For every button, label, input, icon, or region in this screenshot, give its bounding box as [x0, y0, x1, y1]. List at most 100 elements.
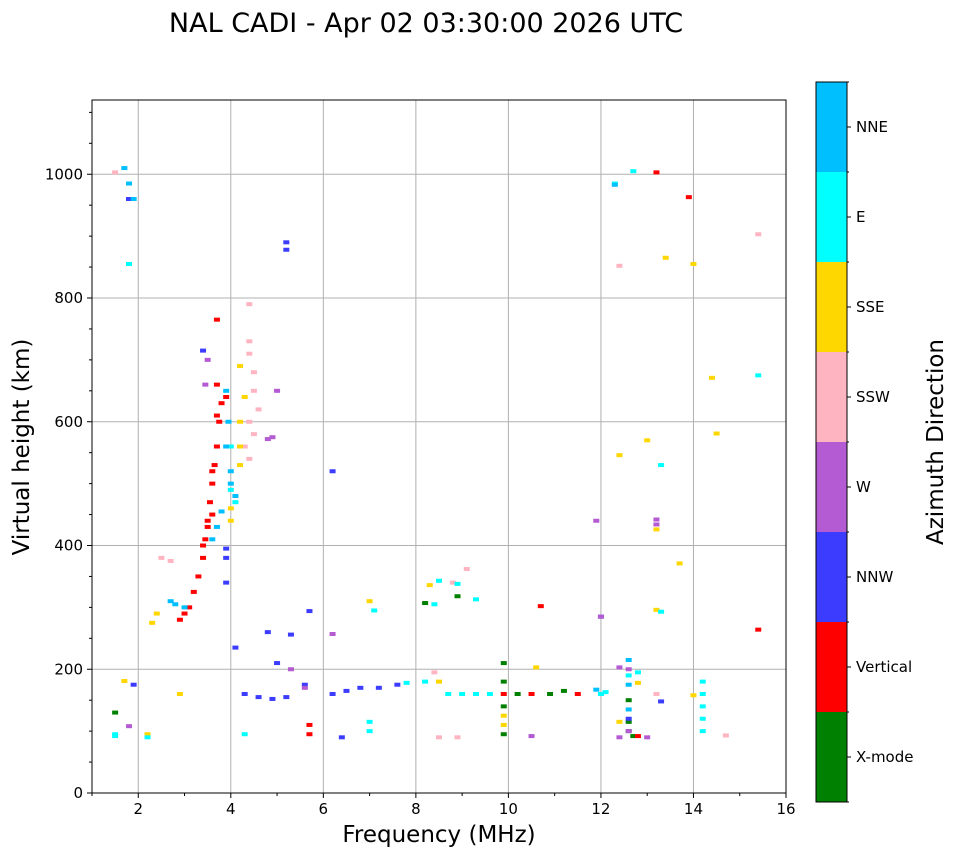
data-point-vertical — [190, 589, 197, 594]
data-point-sse — [662, 255, 669, 260]
data-point-vertical — [213, 444, 220, 449]
data-point-nnw — [658, 699, 665, 704]
data-point-nnw — [255, 695, 262, 700]
data-point-sse — [690, 261, 697, 266]
data-point-e — [366, 729, 373, 734]
data-point-nne — [227, 481, 234, 486]
data-point-w — [301, 685, 308, 690]
data-point-w — [644, 735, 651, 740]
y-axis-ticks: 0 200 400 600 800 1000 — [45, 111, 92, 802]
data-point-w — [329, 631, 336, 636]
colorbar-tick-label: SSE — [856, 298, 885, 316]
x-tick-label: 16 — [776, 800, 795, 818]
plot-frame — [92, 100, 786, 793]
data-point-w — [269, 435, 276, 440]
data-point-nnw — [625, 716, 632, 721]
data-point-vertical — [195, 574, 202, 579]
data-point-w — [625, 729, 632, 734]
data-point-e — [454, 581, 461, 586]
data-point-x-mode — [454, 594, 461, 599]
data-point-e — [755, 373, 762, 378]
data-point-vertical — [176, 617, 183, 622]
data-point-w — [202, 382, 209, 387]
data-point-sse — [653, 527, 660, 532]
data-point-sse — [149, 620, 156, 625]
data-point-nne — [181, 605, 188, 610]
data-point-vertical — [204, 524, 211, 529]
data-point-ssw — [246, 302, 253, 307]
data-point-nnw — [126, 197, 133, 201]
data-point-w — [653, 522, 660, 527]
data-point-sse — [690, 693, 697, 698]
data-point-vertical — [755, 627, 762, 632]
data-point-nnw — [223, 580, 230, 585]
data-point-nnw — [232, 645, 239, 650]
data-point-ssw — [616, 263, 623, 268]
colorbar-swatch — [816, 532, 847, 622]
data-point-sse — [500, 713, 507, 718]
colorbar-swatch — [816, 172, 847, 262]
data-point-nne — [223, 444, 230, 449]
data-point-nne — [172, 602, 179, 607]
data-point-vertical — [186, 605, 193, 610]
data-point-w — [126, 724, 133, 729]
data-point-sse — [533, 665, 540, 670]
data-point-nnw — [283, 247, 290, 252]
data-point-sse — [153, 611, 160, 616]
data-point-sse — [676, 561, 683, 566]
data-point-nne — [232, 494, 239, 498]
data-point-w — [653, 517, 660, 522]
colorbar-tick-label: W — [856, 478, 871, 496]
data-point-vertical — [202, 537, 209, 542]
data-point-sse — [500, 722, 507, 727]
data-point-vertical — [223, 395, 230, 399]
data-point-ssw — [158, 555, 165, 560]
data-point-sse — [616, 719, 623, 724]
data-point-ssw — [246, 339, 253, 344]
colorbar-swatch — [816, 262, 847, 352]
data-point-sse — [708, 375, 715, 380]
data-point-ssw — [431, 670, 438, 675]
data-point-sse — [644, 438, 651, 443]
data-point-e — [112, 734, 119, 739]
data-point-nnw — [264, 630, 271, 635]
data-point-e — [699, 716, 706, 721]
data-point-w — [264, 437, 271, 442]
data-point-vertical — [211, 463, 218, 468]
data-point-w — [593, 518, 600, 523]
data-point-nnw — [283, 695, 290, 700]
data-point-nne — [167, 599, 174, 604]
data-point-sse — [121, 679, 128, 684]
data-point-vertical — [500, 692, 507, 696]
data-point-vertical — [181, 611, 188, 616]
data-marks — [112, 166, 762, 740]
data-point-vertical — [653, 170, 660, 175]
data-point-e — [602, 690, 609, 695]
data-point-nne — [625, 682, 632, 687]
data-point-x-mode — [625, 719, 632, 724]
data-point-ssw — [255, 407, 262, 412]
data-point-sse — [237, 419, 244, 424]
data-point-w — [528, 734, 535, 739]
data-point-ssw — [463, 567, 470, 572]
data-point-nnw — [200, 348, 207, 353]
data-point-nne — [223, 388, 230, 393]
plot-area: 2 4 6 8 10 12 14 16 0 200 400 600 800 1000 — [45, 99, 796, 818]
data-point-vertical — [209, 481, 216, 486]
data-point-w — [287, 667, 294, 672]
data-point-vertical — [306, 732, 313, 737]
data-point-e — [126, 261, 133, 266]
data-point-e — [658, 463, 665, 468]
data-point-vertical — [218, 401, 225, 406]
data-point-w — [597, 614, 604, 619]
data-point-nne — [625, 707, 632, 712]
data-point-x-mode — [500, 704, 507, 709]
colorbar-tick-label: X-mode — [856, 748, 913, 766]
data-point-vertical — [213, 413, 220, 418]
data-point-nnw — [329, 469, 336, 474]
data-point-vertical — [209, 512, 216, 517]
data-point-nnw — [301, 682, 308, 687]
colorbar-swatch — [816, 442, 847, 532]
data-point-nnw — [130, 682, 137, 687]
data-point-ssw — [246, 456, 253, 461]
